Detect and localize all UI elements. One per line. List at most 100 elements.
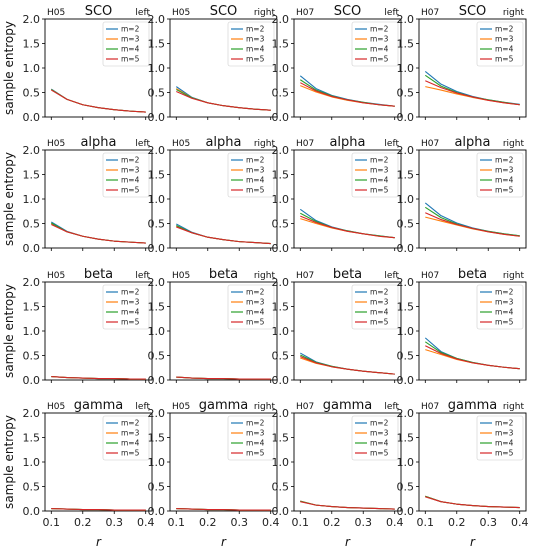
- series-line-m4: [299, 79, 395, 107]
- panel-subject-label: H05: [172, 402, 190, 412]
- legend-entry: m=3: [246, 166, 265, 175]
- legend-entry: m=5: [370, 186, 389, 195]
- y-tick-label: 1.0: [23, 62, 41, 75]
- series-line-m5: [425, 496, 520, 509]
- x-tick-label: 0.1: [292, 516, 310, 529]
- legend-entry: m=4: [370, 176, 389, 185]
- panel-subject-label: H05: [47, 8, 65, 18]
- y-tick-label: 0.5: [272, 218, 290, 231]
- legend-entry: m=5: [495, 186, 514, 195]
- panel-title: alpha: [80, 135, 116, 150]
- x-tick-label: 0.1: [168, 516, 186, 529]
- y-tick-label: 1.0: [272, 456, 290, 469]
- legend-entry: m=3: [246, 298, 265, 307]
- legend-box: [351, 21, 399, 67]
- series-line-m4: [424, 341, 520, 370]
- y-tick-label: 1.0: [272, 193, 290, 206]
- x-tick-label: 0.3: [479, 516, 497, 529]
- y-tick-label: 1.0: [397, 193, 415, 206]
- panel-side-label: left: [135, 271, 150, 281]
- legend-entry: m=4: [370, 308, 389, 317]
- series-line-m3: [425, 216, 520, 237]
- x-axis-label: r: [96, 535, 102, 549]
- y-axis-label: sample entropy: [2, 152, 16, 246]
- panel-subject-label: H05: [172, 8, 190, 18]
- panel-title: SCO: [210, 4, 238, 19]
- legend-entry: m=4: [121, 308, 140, 317]
- x-tick-label: 0.3: [105, 516, 123, 529]
- y-tick-label: 0.0: [397, 374, 415, 387]
- panel-title: gamma: [323, 398, 373, 413]
- y-tick-label: 2.0: [397, 13, 415, 26]
- legend-entry: m=2: [495, 288, 514, 297]
- y-tick-label: 0.0: [23, 374, 41, 387]
- legend-entry: m=2: [370, 288, 389, 297]
- legend-entry: m=5: [121, 318, 140, 327]
- y-tick-label: 2.0: [23, 13, 41, 26]
- series-line-m3: [176, 225, 271, 245]
- x-axis-label: r: [345, 535, 351, 549]
- y-tick-label: 0.0: [23, 242, 41, 255]
- y-tick-label: 0.5: [148, 218, 166, 231]
- y-tick-label: 2.0: [23, 144, 41, 157]
- legend-entry: m=3: [495, 298, 514, 307]
- legend-box: [476, 284, 524, 330]
- y-tick-label: 1.0: [397, 325, 415, 338]
- legend-box: [476, 21, 524, 67]
- series-line-m5: [425, 80, 520, 106]
- series-line-m5: [176, 91, 271, 111]
- legend-entry: m=2: [246, 288, 265, 297]
- y-tick-label: 0.0: [148, 505, 166, 518]
- series-line-m2: [424, 71, 520, 105]
- y-tick-label: 0.0: [397, 242, 415, 255]
- legend-entry: m=2: [370, 419, 389, 428]
- y-tick-label: 0.5: [397, 218, 415, 231]
- y-tick-label: 0.5: [397, 350, 415, 363]
- y-tick-label: 2.0: [148, 276, 166, 289]
- legend-box: [476, 415, 524, 461]
- legend-entry: m=3: [121, 35, 140, 44]
- legend-entry: m=3: [495, 35, 514, 44]
- series-line-m3: [176, 88, 271, 111]
- y-tick-label: 0.0: [397, 111, 415, 124]
- panel-subject-label: H07: [421, 402, 439, 412]
- y-tick-label: 1.5: [148, 432, 166, 445]
- legend-box: [351, 415, 399, 461]
- panel-side-label: right: [503, 139, 525, 149]
- legend-entry: m=3: [370, 298, 389, 307]
- x-tick-label: 0.2: [74, 516, 92, 529]
- series-line-m4: [300, 354, 395, 375]
- legend-entry: m=3: [121, 166, 140, 175]
- series-line-m5: [51, 89, 146, 113]
- legend-entry: m=4: [495, 439, 514, 448]
- y-tick-label: 1.0: [148, 62, 166, 75]
- legend-entry: m=3: [370, 35, 389, 44]
- legend-entry: m=5: [370, 55, 389, 64]
- y-tick-label: 1.5: [23, 301, 41, 314]
- y-tick-label: 0.0: [272, 505, 290, 518]
- y-tick-label: 0.5: [272, 481, 290, 494]
- panel-subject-label: H05: [47, 402, 65, 412]
- panel-side-label: right: [254, 139, 276, 149]
- legend-entry: m=2: [495, 419, 514, 428]
- series-line-m5: [51, 223, 146, 244]
- panel-subject-label: H07: [296, 271, 314, 281]
- y-tick-label: 1.5: [397, 38, 415, 51]
- y-tick-label: 2.0: [148, 144, 166, 157]
- x-tick-label: 0.4: [137, 516, 155, 529]
- panel-side-label: left: [135, 139, 150, 149]
- legend-box: [102, 415, 150, 461]
- series-line-m2: [300, 352, 395, 375]
- y-tick-label: 1.0: [23, 193, 41, 206]
- y-tick-label: 0.5: [397, 87, 415, 100]
- panel-title: gamma: [448, 398, 498, 413]
- legend-entry: m=2: [121, 288, 140, 297]
- panel-side-label: left: [135, 8, 150, 18]
- x-tick-label: 0.1: [417, 516, 435, 529]
- series-line-m5: [300, 355, 395, 375]
- legend-entry: m=5: [246, 186, 265, 195]
- legend-entry: m=5: [246, 449, 265, 458]
- legend-entry: m=5: [370, 318, 389, 327]
- x-tick-label: 0.4: [386, 516, 404, 529]
- series-line-m5: [51, 508, 146, 511]
